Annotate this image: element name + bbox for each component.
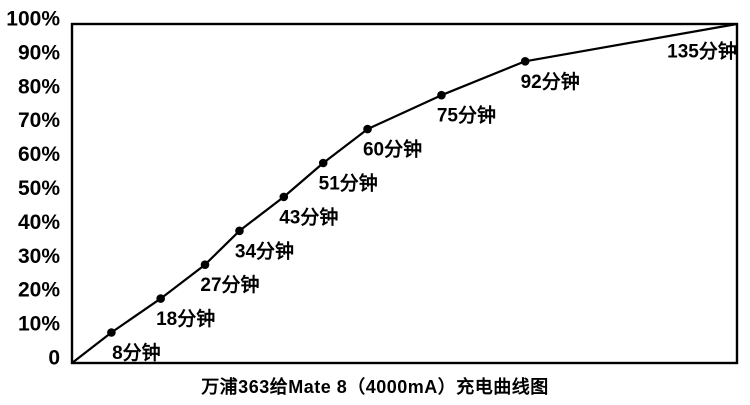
y-axis-tick-label: 30% <box>18 245 60 268</box>
data-point <box>437 90 446 100</box>
data-point-label: 92分钟 <box>521 70 580 93</box>
data-point <box>520 56 530 66</box>
y-axis-tick-label: 80% <box>18 75 60 98</box>
y-axis-tick-label: 90% <box>18 41 60 64</box>
data-point-label: 60分钟 <box>363 138 422 161</box>
data-point-label: 51分钟 <box>319 171 378 194</box>
data-point-label: 8分钟 <box>112 341 161 364</box>
plot-border <box>70 22 739 365</box>
y-axis-tick-label: 0 <box>48 347 60 370</box>
data-point-label: 135分钟 <box>667 40 737 63</box>
data-point-label: 75分钟 <box>437 104 496 127</box>
data-point-label: 43分钟 <box>279 205 338 228</box>
y-axis-tick-label: 100% <box>6 8 60 31</box>
y-axis-tick-label: 20% <box>18 279 60 302</box>
data-point <box>200 260 210 269</box>
y-axis-tick-label: 10% <box>18 313 60 336</box>
chart-title: 万浦363给Mate 8（4000mA）充电曲线图 <box>201 377 549 397</box>
data-point <box>279 192 289 202</box>
data-point-label: 34分钟 <box>235 239 294 262</box>
data-point <box>107 328 116 337</box>
data-point <box>235 226 244 236</box>
y-axis-tick-label: 50% <box>18 177 60 200</box>
y-axis-tick-label: 60% <box>18 143 60 166</box>
data-point-label: 18分钟 <box>156 307 215 330</box>
data-point-label: 27分钟 <box>200 273 259 296</box>
data-point <box>156 294 165 303</box>
data-point <box>318 158 328 168</box>
y-axis-tick-label: 40% <box>18 211 60 234</box>
y-axis-tick-label: 70% <box>18 109 60 132</box>
data-point <box>363 124 372 134</box>
